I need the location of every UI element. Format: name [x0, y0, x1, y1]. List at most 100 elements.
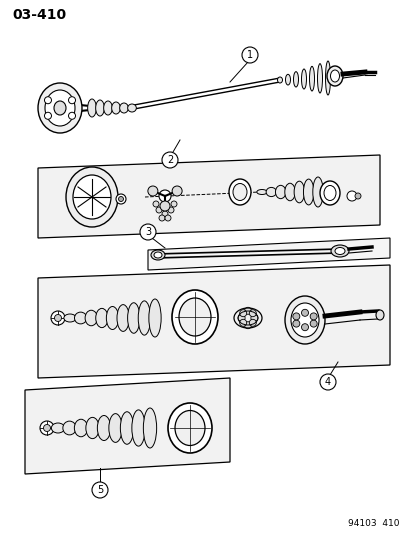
Ellipse shape	[127, 104, 136, 112]
Circle shape	[159, 201, 170, 211]
Ellipse shape	[284, 183, 294, 201]
Ellipse shape	[319, 181, 339, 205]
Circle shape	[69, 96, 75, 104]
Circle shape	[92, 482, 108, 498]
Ellipse shape	[330, 245, 348, 257]
Ellipse shape	[175, 410, 204, 446]
Circle shape	[44, 112, 51, 119]
Ellipse shape	[323, 185, 335, 200]
Ellipse shape	[330, 70, 339, 82]
Circle shape	[44, 96, 51, 104]
Circle shape	[161, 152, 178, 168]
Text: 1: 1	[246, 50, 252, 60]
Circle shape	[309, 313, 316, 320]
Ellipse shape	[88, 99, 96, 117]
Text: 3: 3	[145, 227, 151, 237]
Circle shape	[116, 194, 126, 204]
Ellipse shape	[95, 100, 104, 116]
Ellipse shape	[112, 102, 120, 114]
Ellipse shape	[275, 185, 285, 199]
Ellipse shape	[143, 408, 156, 448]
Circle shape	[244, 322, 251, 329]
Ellipse shape	[103, 101, 112, 115]
Ellipse shape	[131, 410, 145, 446]
Circle shape	[237, 314, 244, 321]
Ellipse shape	[74, 419, 88, 437]
Polygon shape	[38, 265, 389, 378]
Circle shape	[165, 215, 171, 221]
Ellipse shape	[54, 101, 66, 115]
Ellipse shape	[233, 183, 247, 200]
Ellipse shape	[317, 63, 322, 93]
Polygon shape	[38, 155, 379, 238]
Ellipse shape	[64, 314, 76, 322]
Circle shape	[292, 313, 299, 320]
Circle shape	[171, 201, 177, 207]
Ellipse shape	[51, 423, 64, 433]
Ellipse shape	[117, 305, 129, 332]
Circle shape	[161, 211, 168, 217]
Circle shape	[40, 421, 54, 435]
Circle shape	[172, 186, 182, 196]
Circle shape	[309, 320, 316, 327]
Ellipse shape	[309, 66, 314, 91]
Ellipse shape	[284, 296, 324, 344]
Ellipse shape	[303, 179, 313, 205]
Ellipse shape	[326, 66, 342, 86]
Ellipse shape	[154, 252, 161, 258]
Circle shape	[168, 207, 173, 213]
Circle shape	[244, 308, 251, 314]
Ellipse shape	[290, 303, 318, 337]
Ellipse shape	[151, 250, 165, 260]
Circle shape	[354, 193, 360, 199]
Ellipse shape	[256, 190, 266, 195]
Ellipse shape	[119, 103, 128, 113]
Ellipse shape	[95, 309, 108, 328]
Circle shape	[346, 191, 356, 201]
Ellipse shape	[325, 61, 330, 95]
Polygon shape	[25, 378, 230, 474]
Text: 94103  410: 94103 410	[348, 520, 399, 529]
Ellipse shape	[293, 181, 304, 203]
Ellipse shape	[168, 403, 211, 453]
Circle shape	[147, 186, 157, 196]
Circle shape	[153, 201, 159, 207]
Ellipse shape	[301, 69, 306, 89]
Ellipse shape	[97, 416, 110, 440]
Circle shape	[319, 374, 335, 390]
Circle shape	[156, 207, 161, 213]
Ellipse shape	[178, 298, 211, 336]
Circle shape	[242, 47, 257, 63]
Circle shape	[239, 319, 246, 326]
Ellipse shape	[228, 179, 250, 205]
Ellipse shape	[293, 71, 298, 87]
Ellipse shape	[38, 83, 82, 133]
Circle shape	[239, 310, 246, 317]
Ellipse shape	[45, 90, 75, 126]
Ellipse shape	[375, 310, 383, 320]
Circle shape	[140, 224, 156, 240]
Circle shape	[43, 424, 50, 432]
Ellipse shape	[66, 167, 118, 227]
Ellipse shape	[334, 247, 344, 254]
Circle shape	[301, 324, 308, 330]
Ellipse shape	[127, 303, 140, 333]
Ellipse shape	[85, 310, 97, 326]
Text: 2: 2	[166, 155, 173, 165]
Ellipse shape	[171, 290, 218, 344]
Circle shape	[249, 319, 256, 326]
Circle shape	[301, 309, 308, 316]
Ellipse shape	[312, 177, 323, 207]
Circle shape	[159, 190, 171, 202]
Circle shape	[69, 112, 75, 119]
Ellipse shape	[109, 414, 122, 442]
Circle shape	[55, 314, 62, 321]
Ellipse shape	[285, 74, 290, 85]
Ellipse shape	[63, 421, 76, 435]
Circle shape	[51, 311, 65, 325]
Ellipse shape	[85, 417, 99, 439]
Circle shape	[118, 197, 123, 201]
Ellipse shape	[277, 77, 282, 83]
Circle shape	[159, 215, 165, 221]
Text: 03-410: 03-410	[12, 8, 66, 22]
